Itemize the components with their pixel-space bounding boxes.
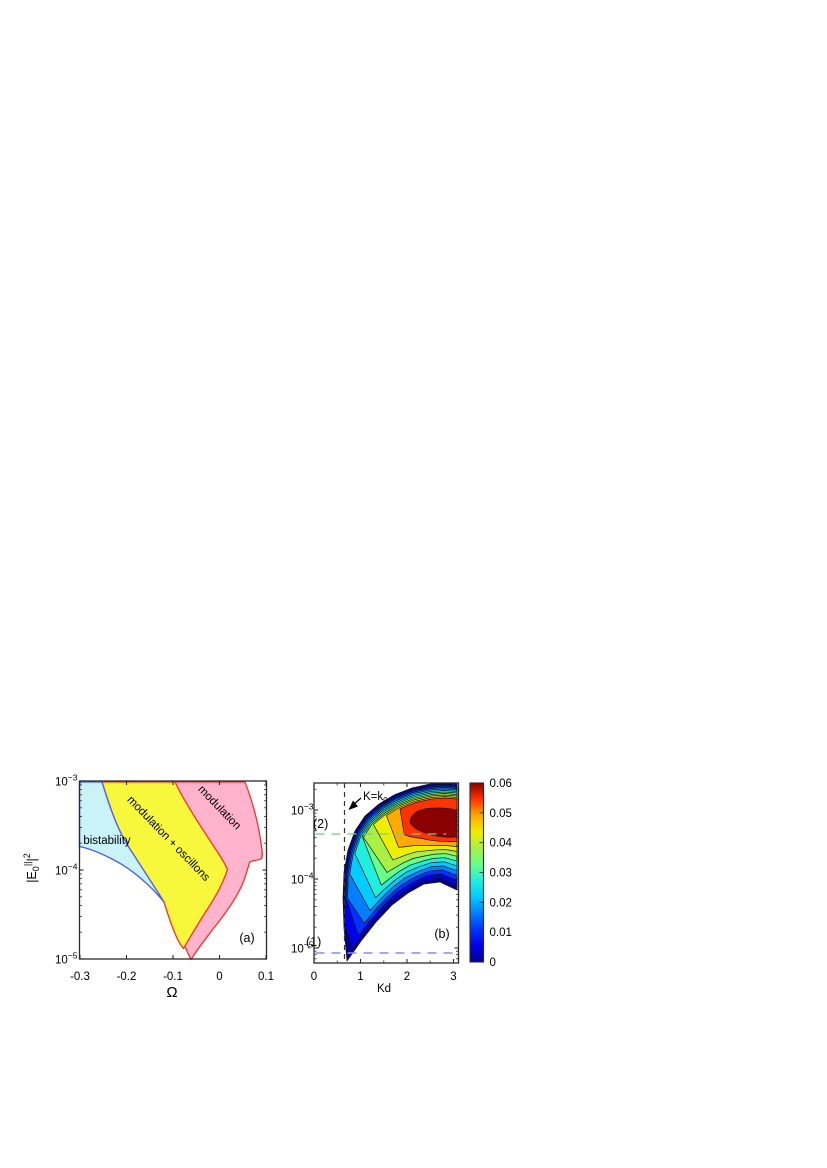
colorbar-tick-label: 0 (490, 957, 496, 969)
colorbar-tick-labels: 0.06 0.05 0.04 0.03 0.02 0.01 0 (490, 778, 513, 969)
panel-a-corner-label: (a) (239, 931, 254, 945)
panel-a-x-tick-label: 0 (216, 971, 222, 983)
k-annotation-main: K=k (363, 791, 383, 803)
panel-a-y-tick-label: 10−3 (55, 773, 78, 789)
colorbar-border (469, 782, 485, 963)
panel-a-y-tick-label: 10−5 (55, 951, 78, 967)
panel-b-corner-label: (b) (434, 927, 449, 941)
k-annotation-subscript: 0 (383, 795, 388, 805)
ylabel-part: |E (25, 871, 39, 883)
colorbar-tick-label: 0.06 (490, 778, 512, 790)
panel-b-xaxis-label: Kd (377, 983, 391, 995)
region-bistability (78, 781, 165, 903)
panel-b-y-tick-label: 10−4 (291, 871, 314, 887)
ylabel-subscript: 0 (31, 866, 41, 871)
k-annotation-arrow-head (348, 800, 358, 810)
colorbar-tick-label: 0.02 (490, 897, 512, 909)
colorbar-gradient (470, 783, 484, 962)
colorbar-tick-label: 0.03 (490, 868, 512, 880)
panel-a: bistability modulation + oscillons modul… (22, 773, 274, 1002)
panel-b-y-tick-label: 10−3 (291, 802, 314, 818)
panel-a-yaxis-label: |E0|||2 (22, 853, 41, 883)
panel-b-y-tick-label: 10−5 (291, 940, 314, 956)
ylabel-part: | (25, 858, 39, 861)
panel-a-y-tick-labels: 10−3 10−4 10−5 (55, 773, 78, 967)
panel-a-xaxis-label: Ω (166, 984, 177, 1001)
panel-a-x-tick-label: -0.3 (70, 971, 90, 983)
panel-b-axis-box (313, 782, 460, 964)
panel-b-y-tick-labels: 10−3 10−4 10−5 (291, 802, 314, 956)
annotation-line1-label: (1) (306, 935, 321, 949)
panel-a-x-tick-label: 0.1 (258, 971, 274, 983)
colorbar-tick-label: 0.04 (490, 838, 513, 850)
annotation-line2-label: (2) (313, 817, 328, 831)
colorbar-tick-label: 0.05 (490, 808, 512, 820)
panel-a-x-tick-label: -0.2 (117, 971, 137, 983)
panel-a-axis-box (78, 780, 268, 960)
panel-b-x-tick-label: 2 (404, 971, 410, 983)
colorbar-tick-label: 0.01 (490, 927, 512, 939)
k-equals-k0-annotation: K=k0 (363, 791, 388, 805)
colorbar: 0.06 0.05 0.04 0.03 0.02 0.01 0 (469, 778, 513, 969)
panel-b-x-tick-label: 3 (450, 971, 456, 983)
ylabel-exponent: 2 (22, 853, 32, 858)
panel-b-x-tick-labels: 0 1 2 3 (311, 971, 457, 983)
panel-b-contour-bands (342, 782, 458, 962)
panel-a-x-tick-label: -0.1 (163, 971, 183, 983)
region-label-bistability: bistability (83, 835, 131, 847)
panel-a-regions (78, 781, 263, 961)
panel-a-y-tick-label: 10−4 (55, 862, 78, 878)
panel-b-x-tick-label: 0 (311, 971, 317, 983)
ylabel-superscript: || (23, 861, 33, 866)
contour-band-level-11 (409, 807, 458, 838)
panel-b-x-tick-label: 1 (357, 971, 363, 983)
panel-a-x-tick-labels: -0.3 -0.2 -0.1 0 0.1 (70, 971, 274, 983)
